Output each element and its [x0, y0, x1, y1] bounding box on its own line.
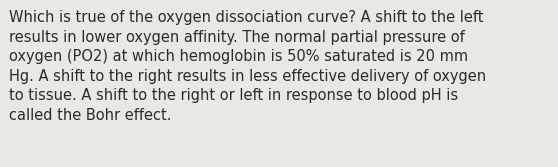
Text: Which is true of the oxygen dissociation curve? A shift to the left
results in l: Which is true of the oxygen dissociation…	[9, 10, 486, 123]
